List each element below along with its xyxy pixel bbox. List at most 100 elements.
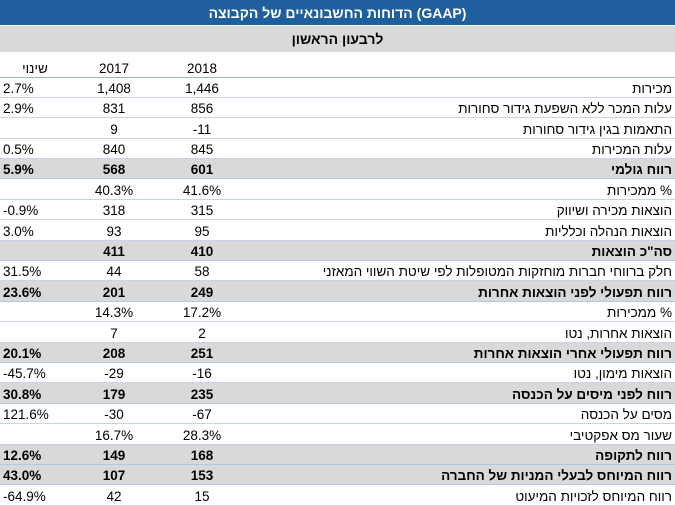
value-2017-cell: -30 <box>70 403 158 425</box>
row-label: רווח לפני מיסים על הכנסה <box>246 382 675 404</box>
table-row: 14.3% 17.2%% ממכירות <box>0 301 675 323</box>
value-2018-cell: 2 <box>158 321 246 343</box>
value-2018-cell: 315 <box>158 199 246 221</box>
change-cell <box>0 423 70 445</box>
value-2018-cell: 41.6% <box>158 178 246 200</box>
column-header-2017: 2017 <box>70 53 158 78</box>
value-2017-cell: 318 <box>70 199 158 221</box>
value-2017-cell: 107 <box>70 464 158 486</box>
table-row: 0.5% 840 845 עלות המכירות <box>0 138 675 160</box>
value-2018-cell: 856 <box>158 97 246 119</box>
table-row: -64.9% 42 15 רווח המיוחס לזכויות המיעוט <box>0 484 675 506</box>
row-label: רווח תפעולי אחרי הוצאות אחרות <box>246 342 675 363</box>
table-row: 31.5% 44 58 חלק ברווחי חברות מוחזקות המטופל… <box>0 260 675 282</box>
row-label: רווח המיוחס לבעלי המניות של החברה <box>246 464 675 486</box>
value-2017-cell: 40.3% <box>70 178 158 200</box>
value-2018-cell: 1,446 <box>158 77 246 98</box>
value-2017-cell: 7 <box>70 321 158 343</box>
change-cell: 3.0% <box>0 219 70 241</box>
change-cell: 20.1% <box>0 342 70 363</box>
row-label: עלות המכירות <box>246 138 675 160</box>
value-2018-cell: 153 <box>158 464 246 486</box>
column-header-change: שינוי <box>0 53 70 78</box>
table-row: 2.9% 831 856 עלות המכר ללא השפעת גידור סחור… <box>0 97 675 119</box>
column-header-label <box>246 53 675 78</box>
change-cell: 31.5% <box>0 260 70 282</box>
table-row: 2.7% 1,408 1,446 מכירות <box>0 77 675 98</box>
value-2018-cell: 251 <box>158 342 246 363</box>
row-label: מסים על הכנסה <box>246 403 675 425</box>
value-2017-cell: 16.7% <box>70 423 158 445</box>
value-2018-cell: 58 <box>158 260 246 282</box>
table-row: 16.7% 28.3% שעור מס אפקטיבי <box>0 423 675 445</box>
value-2018-cell: 15 <box>158 484 246 506</box>
table-row: 9 -11 התאמות בגין גידור סחורות <box>0 117 675 139</box>
row-label: מכירות <box>246 77 675 98</box>
value-2017-cell: 44 <box>70 260 158 282</box>
value-2018-cell: 410 <box>158 240 246 262</box>
change-cell: 12.6% <box>0 444 70 465</box>
table-row: 7 2 הוצאות אחרות, נטו <box>0 321 675 343</box>
value-2017-cell: 208 <box>70 342 158 363</box>
value-2018-cell: -16 <box>158 362 246 384</box>
table-row: 5.9% 568 601 רווח גולמי <box>0 158 675 180</box>
table-row: 121.6% -30 -67 מסים על הכנסה <box>0 403 675 425</box>
value-2018-cell: 28.3% <box>158 423 246 445</box>
value-2017-cell: 149 <box>70 444 158 465</box>
value-2018-cell: 601 <box>158 158 246 180</box>
value-2018-cell: 95 <box>158 219 246 241</box>
value-2017-cell: 179 <box>70 382 158 404</box>
value-2018-cell: 168 <box>158 444 246 465</box>
change-cell <box>0 178 70 200</box>
row-label: הוצאות הנהלה וכלליות <box>246 219 675 241</box>
row-label: הוצאות מימון, נטו <box>246 362 675 384</box>
table-row: -45.7% -29 -16 הוצאות מימון, נטו <box>0 362 675 384</box>
change-cell: 121.6% <box>0 403 70 425</box>
value-2017-cell: 42 <box>70 484 158 506</box>
value-2018-cell: 235 <box>158 382 246 404</box>
change-cell: 30.8% <box>0 382 70 404</box>
change-cell <box>0 117 70 139</box>
row-label: רווח לתקופה <box>246 444 675 465</box>
change-cell: -45.7% <box>0 362 70 384</box>
value-2017-cell: 9 <box>70 117 158 139</box>
row-label: % ממכירות <box>246 178 675 200</box>
row-label: הוצאות מכירה ושיווק <box>246 199 675 221</box>
change-cell <box>0 240 70 262</box>
value-2017-cell: 14.3% <box>70 301 158 323</box>
row-label: עלות המכר ללא השפעת גידור סחורות <box>246 97 675 119</box>
row-label: רווח המיוחס לזכויות המיעוט <box>246 484 675 506</box>
table-row: 20.1% 208 251 רווח תפעולי אחרי הוצאות אחרות <box>0 342 675 363</box>
change-cell <box>0 321 70 343</box>
row-label: חלק ברווחי חברות מוחזקות המטופלות לפי שי… <box>246 260 675 282</box>
value-2017-cell: 201 <box>70 280 158 302</box>
table-row: 30.8% 179 235 רווח לפני מיסים על הכנסה <box>0 382 675 404</box>
table-row: 12.6% 149 168 רווח לתקופה <box>0 444 675 465</box>
period-header: לרבעון הראשון <box>0 26 675 52</box>
row-label: שעור מס אפקטיבי <box>246 423 675 445</box>
change-cell: -0.9% <box>0 199 70 221</box>
table-row: 3.0% 93 95 הוצאות הנהלה וכלליות <box>0 219 675 241</box>
value-2018-cell: -67 <box>158 403 246 425</box>
value-2018-cell: 249 <box>158 280 246 302</box>
change-cell: 23.6% <box>0 280 70 302</box>
financial-table: שינוי 2017 2018 2.7% 1,408 1,446 מכירות 2.9%… <box>0 53 675 506</box>
row-label: רווח תפעולי לפני הוצאות אחרות <box>246 280 675 302</box>
row-label: התאמות בגין גידור סחורות <box>246 117 675 139</box>
row-label: % ממכירות <box>246 301 675 323</box>
value-2017-cell: 411 <box>70 240 158 262</box>
change-cell: 0.5% <box>0 138 70 160</box>
value-2017-cell: -29 <box>70 362 158 384</box>
table-row: 43.0% 107 153 רווח המיוחס לבעלי המניות של ה… <box>0 464 675 486</box>
table-row: 411 410 סה"כ הוצאות <box>0 240 675 262</box>
value-2017-cell: 568 <box>70 158 158 180</box>
change-cell: 43.0% <box>0 464 70 486</box>
change-cell: -64.9% <box>0 484 70 506</box>
value-2018-cell: 845 <box>158 138 246 160</box>
value-2017-cell: 1,408 <box>70 77 158 98</box>
row-label: רווח גולמי <box>246 158 675 180</box>
change-cell: 5.9% <box>0 158 70 180</box>
value-2017-cell: 93 <box>70 219 158 241</box>
change-cell: 2.9% <box>0 97 70 119</box>
table-row: 23.6% 201 249 רווח תפעולי לפני הוצאות אחרות <box>0 280 675 302</box>
